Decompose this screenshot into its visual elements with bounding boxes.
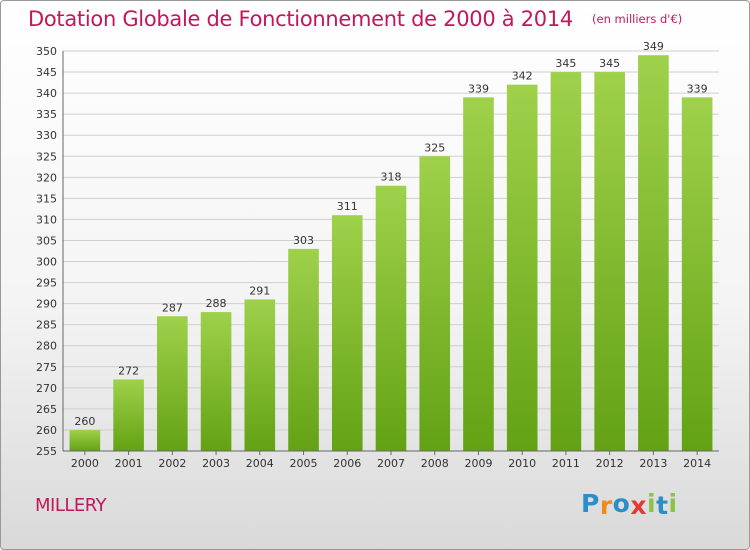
logo-letter: P: [581, 489, 600, 518]
y-tick-label: 280: [36, 340, 57, 353]
y-tick-label: 330: [36, 129, 57, 142]
y-tick-label: 315: [36, 192, 57, 205]
logo-letter: o: [612, 489, 631, 518]
bars: [69, 55, 713, 452]
bar-2014: [681, 97, 713, 451]
x-tick-label: 2011: [552, 457, 580, 470]
data-label: 325: [424, 141, 445, 154]
y-tick-label: 290: [36, 298, 57, 311]
data-label: 345: [599, 57, 620, 70]
data-label: 318: [381, 171, 402, 184]
data-label: 272: [118, 364, 139, 377]
y-tick-label: 275: [36, 361, 57, 374]
logo-letter: t: [656, 491, 669, 520]
x-tick-label: 2013: [639, 457, 667, 470]
bar-2010: [506, 84, 538, 452]
bar-2008: [419, 156, 451, 451]
data-label: 339: [687, 82, 708, 95]
bar-2012: [594, 72, 625, 451]
x-tick-label: 2001: [115, 457, 143, 470]
x-tick-label: 2007: [377, 457, 405, 470]
bar-2009: [463, 97, 494, 451]
y-tick-label: 350: [36, 45, 57, 58]
y-tick-label: 300: [36, 256, 57, 269]
bar-2007: [375, 185, 407, 451]
x-tick-label: 2006: [333, 457, 361, 470]
bar-2011: [550, 72, 582, 451]
x-tick-label: 2004: [246, 457, 274, 470]
bar-2000: [69, 429, 101, 451]
y-tick-label: 305: [36, 234, 57, 247]
x-tick-label: 2012: [596, 457, 624, 470]
x-tick-label: 2010: [508, 457, 536, 470]
y-tick-label: 320: [36, 171, 57, 184]
chart-title: Dotation Globale de Fonctionnement de 20…: [28, 7, 573, 31]
title-row: Dotation Globale de Fonctionnement de 20…: [28, 7, 682, 31]
bar-2002: [157, 316, 188, 451]
bar-2004: [244, 299, 276, 451]
y-tick-label: 345: [36, 66, 57, 79]
logo-letter: i: [647, 489, 657, 518]
y-tick-label: 270: [36, 382, 57, 395]
y-tick-label: 295: [36, 277, 57, 290]
data-label: 291: [249, 284, 270, 297]
data-label: 342: [512, 70, 533, 83]
y-tick-label: 340: [36, 87, 57, 100]
x-tick-label: 2008: [421, 457, 449, 470]
data-label: 288: [206, 297, 227, 310]
x-tick-label: 2014: [683, 457, 711, 470]
y-tick-label: 335: [36, 108, 57, 121]
data-label: 303: [293, 234, 314, 247]
x-tick-label: 2005: [290, 457, 318, 470]
y-tick-labels: 255 260 265 270 275 280 285 290 295 300 305 310 315 3…: [36, 45, 57, 458]
proxiti-logo: Proxiti: [581, 489, 678, 520]
commune-name: MILLERY: [35, 495, 107, 516]
data-label: 260: [74, 415, 95, 428]
bar-2003: [200, 312, 232, 451]
bar-2006: [331, 215, 363, 451]
logo-letter: r: [599, 491, 613, 520]
data-label: 287: [162, 301, 183, 314]
y-tick-label: 310: [36, 213, 57, 226]
x-tick-labels: 2000 2001 2002 2003 2004 2005 2006 2007 2008 2009…: [71, 451, 711, 470]
logo-letter: x: [630, 491, 647, 520]
bar-2005: [288, 248, 319, 451]
data-label: 345: [555, 57, 576, 70]
y-tick-label: 260: [36, 424, 57, 437]
unit-note: (en milliers d'€): [592, 12, 683, 26]
data-label: 339: [468, 82, 489, 95]
x-tick-label: 2003: [202, 457, 230, 470]
y-tick-label: 265: [36, 403, 57, 416]
data-label: 349: [643, 40, 664, 53]
y-tick-label: 285: [36, 319, 57, 332]
bar-2001: [113, 379, 144, 451]
y-tick-label: 325: [36, 150, 57, 163]
x-tick-label: 2002: [158, 457, 186, 470]
data-labels: 260 272 287 288 291 303 311 318 325 339 342 345 345 3…: [74, 40, 707, 428]
y-tick-label: 255: [36, 445, 57, 458]
bar-2013: [638, 55, 669, 452]
data-label: 311: [337, 200, 358, 213]
x-tick-label: 2009: [464, 457, 492, 470]
x-tick-label: 2000: [71, 457, 99, 470]
logo-letter: i: [668, 489, 678, 518]
